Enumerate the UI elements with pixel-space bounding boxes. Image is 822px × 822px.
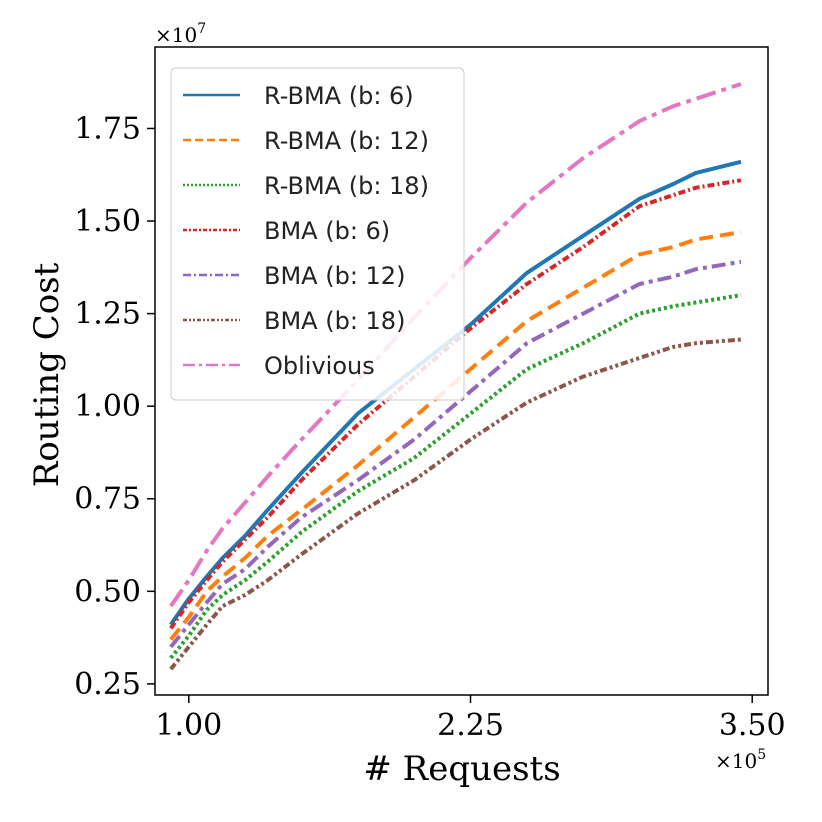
legend-box: [170, 67, 465, 401]
y-axis-ticks: 0.25 0.50 0.75 1.00 1.25 1.50 1.75: [74, 111, 155, 702]
legend: R-BMA (b: 6) R-BMA (b: 12) R-BMA (b: 18) BM…: [170, 67, 465, 401]
x-tick-label: 3.50: [719, 708, 786, 743]
y-tick-label: 1.75: [74, 111, 141, 146]
x-tick-label: 1.00: [155, 708, 222, 743]
x-axis-ticks: 1.00 2.25 3.50: [155, 695, 786, 743]
legend-label-4: BMA (b: 12): [264, 262, 405, 290]
x-axis-label: # Requests: [363, 749, 560, 789]
legend-label-5: BMA (b: 18): [264, 307, 405, 335]
x-axis-multiplier: ×105: [715, 747, 766, 773]
series-line-3: [169, 178, 742, 630]
series-line-5: [169, 337, 742, 671]
y-axis-label: Routing Cost: [27, 262, 67, 487]
y-tick-label: 1.25: [74, 297, 141, 332]
legend-label-3: BMA (b: 6): [264, 217, 390, 245]
series-line-4: [169, 259, 742, 649]
y-tick-label: 0.75: [74, 482, 141, 517]
legend-label-2: R-BMA (b: 18): [264, 172, 429, 200]
y-tick-label: 1.50: [74, 204, 141, 239]
y-tick-label: 0.25: [74, 667, 141, 702]
legend-label-6: Oblivious: [264, 352, 375, 380]
legend-label-1: R-BMA (b: 12): [264, 127, 429, 155]
y-tick-label: 1.00: [74, 389, 141, 424]
series-line-1: [169, 230, 742, 641]
y-tick-label: 0.50: [74, 574, 141, 609]
y-axis-multiplier: ×107: [155, 21, 206, 47]
x-tick-label: 2.25: [437, 708, 504, 743]
legend-label-0: R-BMA (b: 6): [264, 82, 414, 110]
